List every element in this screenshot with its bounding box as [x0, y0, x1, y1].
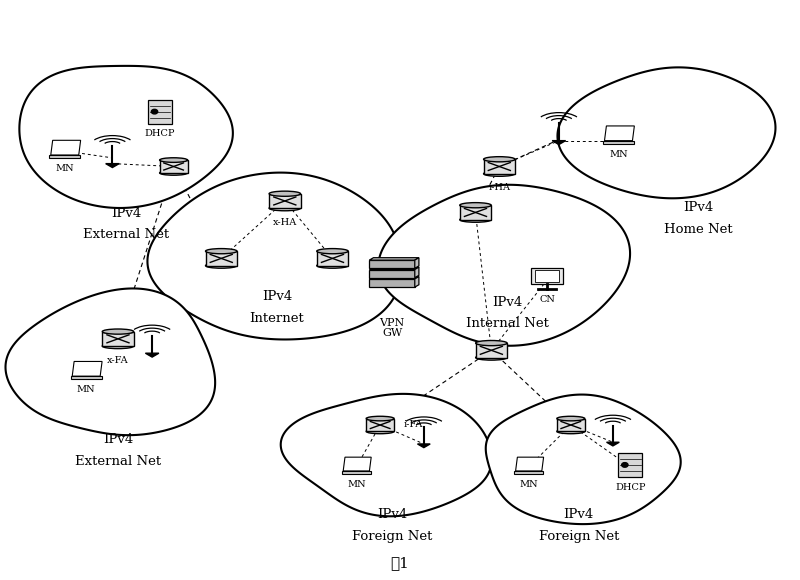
Polygon shape: [19, 66, 233, 208]
Text: IPv4: IPv4: [110, 206, 141, 219]
Polygon shape: [370, 277, 419, 279]
Polygon shape: [370, 267, 419, 270]
Bar: [557, 419, 585, 432]
Text: IPv4: IPv4: [377, 508, 407, 521]
Polygon shape: [281, 394, 492, 516]
Ellipse shape: [483, 171, 515, 176]
Ellipse shape: [269, 191, 301, 196]
Polygon shape: [147, 173, 402, 339]
Text: MN: MN: [519, 480, 538, 489]
Ellipse shape: [476, 355, 507, 360]
Ellipse shape: [366, 416, 394, 421]
Ellipse shape: [317, 249, 348, 254]
Text: IPv4: IPv4: [682, 201, 713, 214]
Text: External Net: External Net: [75, 455, 161, 468]
Polygon shape: [378, 185, 630, 346]
Ellipse shape: [476, 340, 507, 346]
Bar: [535, 270, 558, 282]
Bar: [531, 268, 562, 284]
Text: MN: MN: [347, 480, 366, 489]
Ellipse shape: [460, 217, 491, 222]
Bar: [148, 100, 172, 124]
Text: External Net: External Net: [83, 229, 169, 241]
Bar: [514, 471, 543, 474]
Ellipse shape: [102, 329, 134, 334]
Bar: [160, 160, 187, 173]
Bar: [206, 251, 237, 266]
Bar: [483, 160, 515, 174]
Polygon shape: [370, 258, 419, 260]
Text: IPv4: IPv4: [492, 296, 522, 309]
Polygon shape: [72, 361, 102, 376]
Bar: [618, 453, 642, 477]
Bar: [370, 260, 414, 269]
Bar: [476, 343, 507, 357]
Text: i-FA: i-FA: [404, 420, 423, 430]
Ellipse shape: [557, 429, 585, 434]
Polygon shape: [418, 444, 430, 448]
Bar: [269, 194, 301, 208]
Text: DHCP: DHCP: [615, 483, 646, 492]
Polygon shape: [515, 457, 543, 471]
Bar: [342, 471, 370, 474]
Text: x-HA: x-HA: [273, 218, 297, 227]
Text: MN: MN: [55, 164, 74, 173]
Ellipse shape: [269, 206, 301, 211]
Ellipse shape: [557, 416, 585, 421]
Polygon shape: [343, 457, 371, 471]
Ellipse shape: [160, 171, 187, 175]
Polygon shape: [6, 288, 215, 435]
Text: CN: CN: [539, 295, 555, 304]
Polygon shape: [414, 258, 419, 269]
Text: i-HA: i-HA: [488, 183, 510, 192]
Polygon shape: [414, 267, 419, 278]
Ellipse shape: [317, 263, 348, 268]
Text: IPv4: IPv4: [262, 290, 292, 303]
Text: IPv4: IPv4: [564, 508, 594, 521]
Text: VPN: VPN: [379, 318, 405, 328]
Text: 图1: 图1: [390, 556, 410, 570]
Text: MN: MN: [77, 385, 95, 394]
Ellipse shape: [483, 157, 515, 162]
Text: Foreign Net: Foreign Net: [352, 530, 432, 543]
Polygon shape: [605, 126, 634, 140]
Polygon shape: [552, 140, 566, 144]
Polygon shape: [106, 164, 119, 168]
Bar: [102, 332, 134, 346]
Circle shape: [151, 110, 158, 114]
Text: MN: MN: [609, 150, 628, 158]
Bar: [603, 140, 634, 144]
Bar: [366, 419, 394, 432]
Bar: [317, 251, 348, 266]
Text: Internet: Internet: [250, 311, 304, 325]
Ellipse shape: [160, 158, 187, 162]
Polygon shape: [414, 277, 419, 287]
Text: IPv4: IPv4: [103, 433, 133, 447]
Ellipse shape: [206, 263, 237, 268]
Text: GW: GW: [382, 328, 402, 338]
Polygon shape: [558, 67, 775, 198]
Bar: [71, 376, 102, 379]
Bar: [370, 279, 414, 287]
Ellipse shape: [206, 249, 237, 254]
Ellipse shape: [102, 343, 134, 349]
Polygon shape: [606, 442, 619, 446]
Polygon shape: [50, 140, 81, 155]
Bar: [460, 205, 491, 220]
Polygon shape: [146, 353, 159, 357]
Text: DHCP: DHCP: [145, 129, 175, 139]
Ellipse shape: [460, 202, 491, 208]
Text: Home Net: Home Net: [664, 223, 732, 235]
Circle shape: [622, 463, 628, 467]
Text: x-FA: x-FA: [107, 356, 129, 365]
Bar: [370, 270, 414, 278]
Bar: [50, 155, 80, 158]
Ellipse shape: [366, 429, 394, 434]
Text: Foreign Net: Foreign Net: [538, 530, 619, 543]
Text: Internal Net: Internal Net: [466, 317, 549, 331]
Polygon shape: [486, 394, 681, 524]
